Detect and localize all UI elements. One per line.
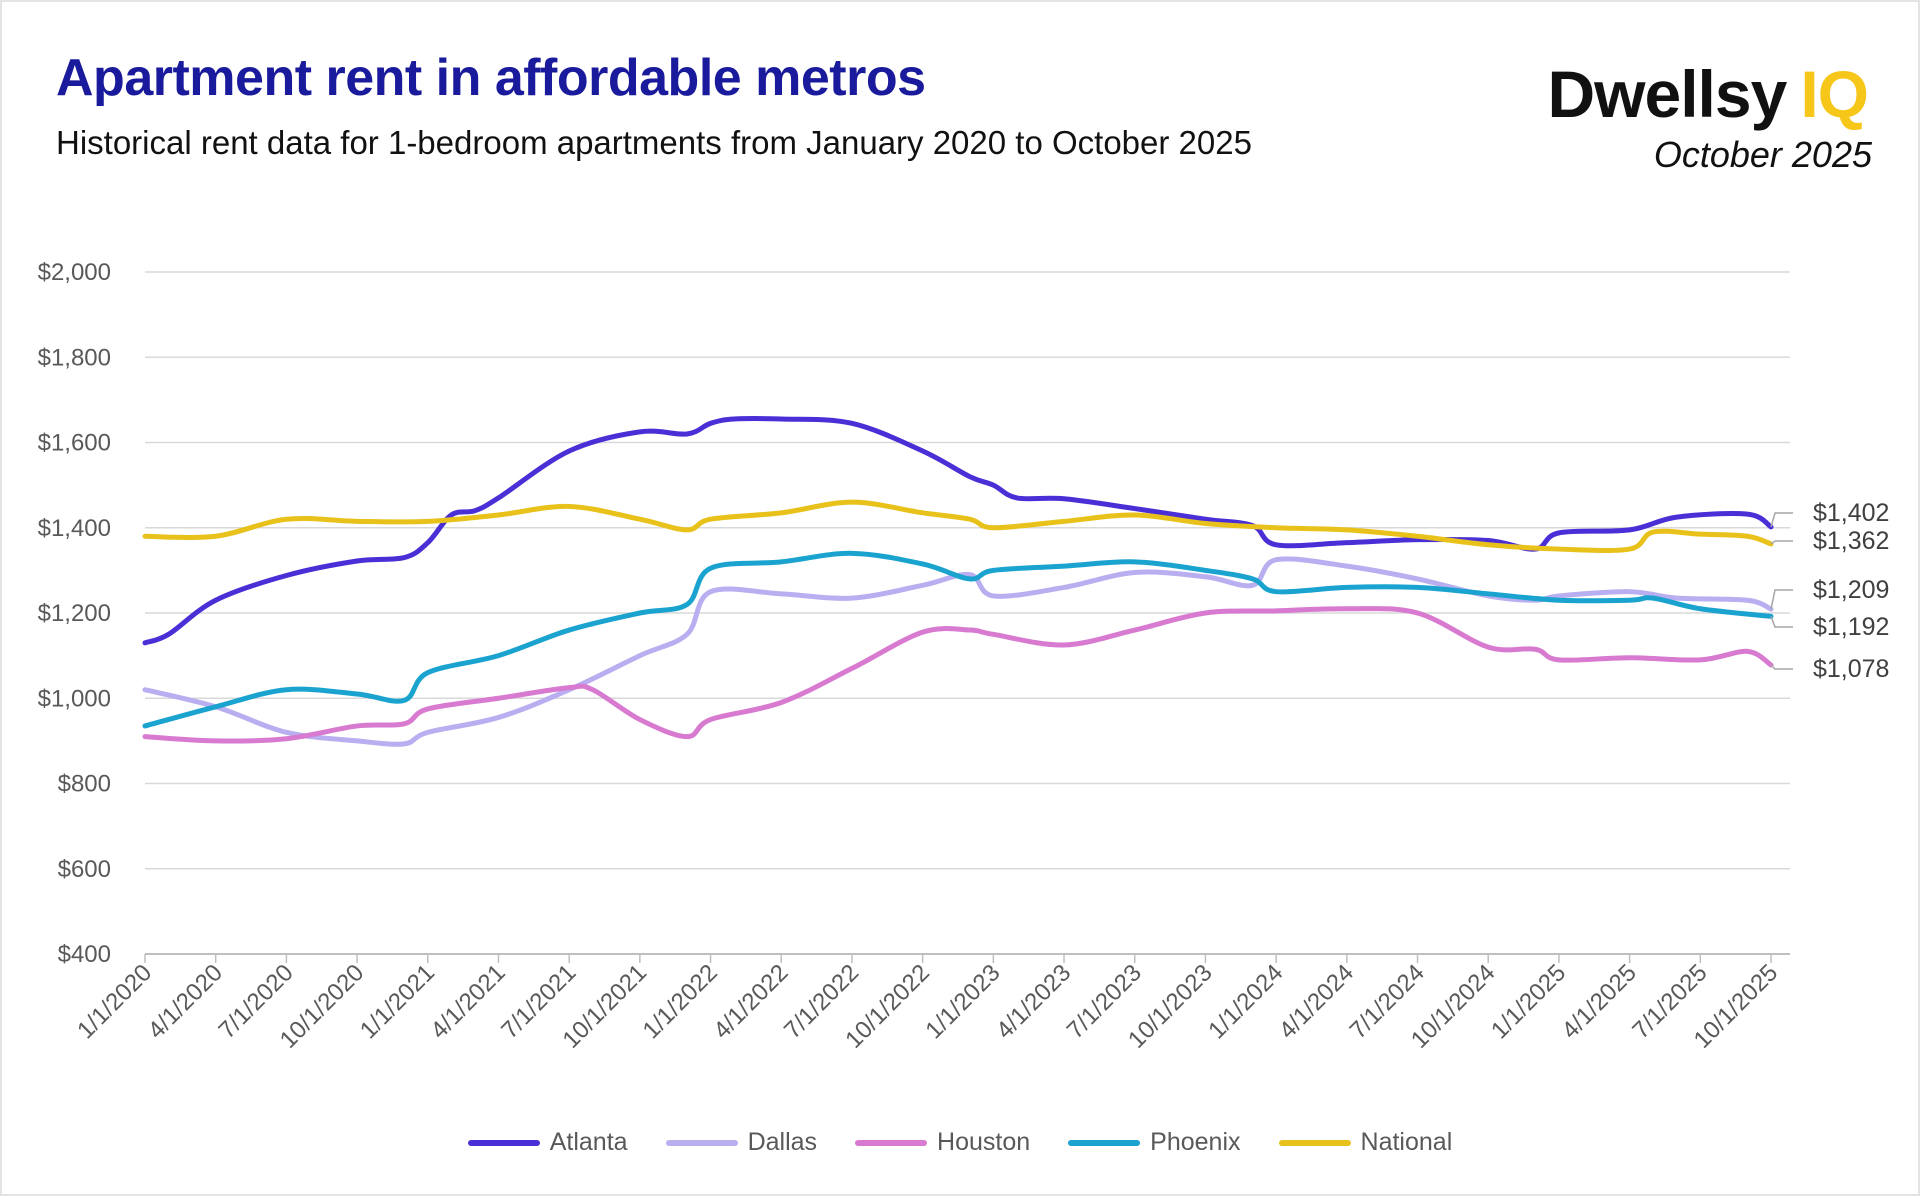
legend-label: Houston <box>937 1128 1031 1156</box>
end-label-national: $1,362 <box>1813 527 1889 555</box>
legend-swatch <box>1068 1139 1141 1146</box>
leader-line <box>1770 616 1793 628</box>
leader-line <box>1770 512 1793 528</box>
x-tick-label: 4/1/2021 <box>426 959 511 1044</box>
series-line-houston <box>142 606 1774 744</box>
leader-line <box>1770 540 1793 545</box>
x-tick-label: 1/1/2020 <box>72 959 157 1044</box>
y-tick-label: $400 <box>58 941 111 968</box>
legend-item-phoenix: Phoenix <box>1068 1128 1241 1157</box>
x-tick-label: 1/1/2025 <box>1486 959 1571 1044</box>
legend: Atlanta Dallas Houston Phoenix National <box>0 1128 1920 1157</box>
legend-swatch <box>665 1139 738 1146</box>
legend-label: Dallas <box>747 1128 818 1156</box>
series-line-dallas <box>142 556 1774 747</box>
series-line-phoenix <box>142 550 1774 729</box>
leader-line <box>1770 664 1793 670</box>
dwellsy-iq-logo: Dwellsy IQ <box>1547 57 1869 131</box>
y-tick-label: $1,000 <box>38 685 111 712</box>
x-tick-label: 4/1/2023 <box>991 959 1076 1044</box>
chart-subtitle: Historical rent data for 1-bedroom apart… <box>56 124 1252 161</box>
x-tick-label: 4/1/2020 <box>143 959 228 1044</box>
end-label-dallas: $1,209 <box>1813 576 1889 604</box>
legend-item-dallas: Dallas <box>665 1128 818 1157</box>
y-tick-label: $600 <box>58 856 111 883</box>
y-tick-label: $1,800 <box>38 344 111 371</box>
end-label-atlanta: $1,402 <box>1813 499 1889 527</box>
legend-label: Phoenix <box>1150 1128 1241 1156</box>
y-tick-label: $1,600 <box>38 430 111 457</box>
x-tick-label: 1/1/2024 <box>1203 959 1288 1044</box>
legend-item-national: National <box>1278 1128 1453 1157</box>
legend-label: Atlanta <box>549 1128 628 1156</box>
x-tick-label: 4/1/2025 <box>1557 959 1642 1044</box>
chart-title: Apartment rent in affordable metros <box>56 49 926 107</box>
series-line-national <box>142 499 1774 553</box>
y-tick-label: $1,400 <box>38 515 111 542</box>
y-tick-label: $2,000 <box>38 259 111 286</box>
x-tick-label: 1/1/2022 <box>638 959 723 1044</box>
end-label-houston: $1,078 <box>1813 655 1889 683</box>
x-tick-label: 4/1/2024 <box>1274 959 1359 1044</box>
legend-swatch <box>1278 1139 1351 1146</box>
legend-item-houston: Houston <box>855 1128 1030 1157</box>
x-tick-label: 1/1/2023 <box>920 959 1005 1044</box>
leader-line <box>1770 589 1793 610</box>
report-date: October 2025 <box>1653 134 1872 175</box>
y-tick-label: $1,200 <box>38 600 111 627</box>
legend-swatch <box>855 1139 928 1146</box>
legend-label: National <box>1360 1128 1453 1156</box>
x-tick-label: 4/1/2022 <box>708 959 793 1044</box>
series-line-atlanta <box>142 416 1774 646</box>
y-tick-label: $800 <box>58 771 111 798</box>
legend-swatch <box>467 1139 540 1146</box>
end-label-phoenix: $1,192 <box>1813 613 1889 641</box>
x-tick-label: 1/1/2021 <box>355 959 440 1044</box>
legend-item-atlanta: Atlanta <box>467 1128 628 1157</box>
